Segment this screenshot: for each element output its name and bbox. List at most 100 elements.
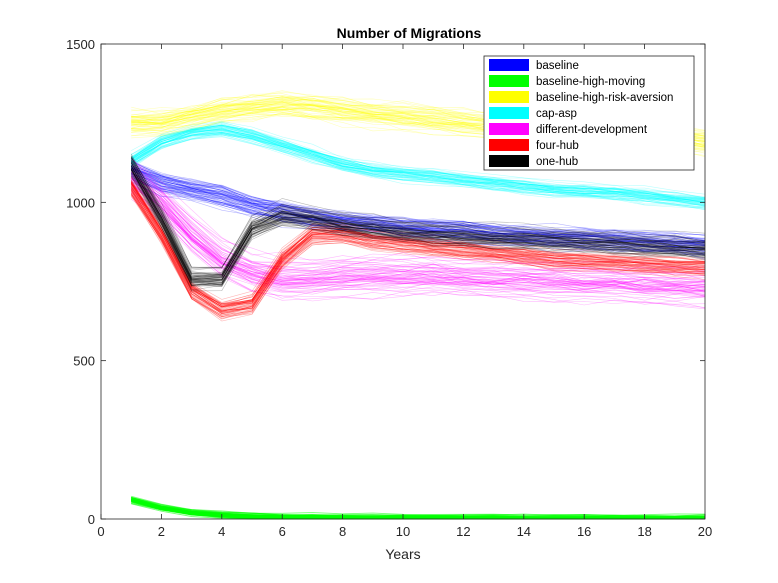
series-line-different-development <box>130 181 706 293</box>
series-line-different-development <box>131 197 706 309</box>
series-line-different-development <box>131 177 706 291</box>
series-line-one-hub <box>130 156 706 274</box>
x-tick-label: 12 <box>456 524 470 539</box>
series-line-four-hub <box>130 191 706 315</box>
series-line-baseline <box>131 167 706 245</box>
series-line-cap-asp <box>131 136 706 210</box>
series-line-cap-asp <box>131 132 706 206</box>
series-line-one-hub <box>130 165 706 283</box>
legend-item-different-development: different-development <box>489 123 648 136</box>
series-line-one-hub <box>130 168 706 283</box>
series-line-different-development <box>131 176 706 288</box>
series-line-baseline <box>131 170 706 245</box>
series-line-four-hub <box>130 194 706 320</box>
legend-swatch <box>489 123 529 135</box>
series-line-baseline <box>131 165 706 242</box>
series-line-four-hub <box>130 183 706 308</box>
series-line-one-hub <box>130 170 706 281</box>
series-line-different-development <box>130 158 706 272</box>
series-line-baseline <box>131 164 706 236</box>
legend-item-one-hub: one-hub <box>489 155 578 168</box>
series-line-four-hub <box>130 193 706 322</box>
series-line-one-hub <box>130 170 706 287</box>
x-tick-label: 4 <box>218 524 225 539</box>
series-line-four-hub <box>130 181 706 306</box>
series-line-four-hub <box>130 180 706 304</box>
series-line-four-hub <box>130 193 706 314</box>
series-line-cap-asp <box>131 125 706 198</box>
series-line-four-hub <box>130 193 706 316</box>
series-line-cap-asp <box>131 129 706 202</box>
series-line-baseline <box>131 162 706 239</box>
y-tick-label: 1500 <box>66 37 95 52</box>
series-line-cap-asp <box>131 128 706 203</box>
series-line-cap-asp <box>131 128 706 203</box>
series-line-cap-asp <box>131 132 706 203</box>
series-line-one-hub <box>130 161 706 275</box>
series-line-different-development <box>131 166 706 281</box>
series-line-one-hub <box>130 157 706 277</box>
legend-label: baseline <box>536 60 579 72</box>
series-line-cap-asp <box>131 125 706 201</box>
series-line-cap-asp <box>131 128 706 202</box>
series-line-one-hub <box>130 170 706 286</box>
series-line-one-hub <box>130 157 706 275</box>
series-line-baseline <box>131 170 705 246</box>
x-tick-label: 14 <box>517 524 531 539</box>
series-line-different-development <box>131 194 706 305</box>
series-line-cap-asp <box>131 132 706 206</box>
series-line-cap-asp <box>131 134 706 206</box>
series-line-baseline <box>131 160 706 241</box>
series-line-different-development <box>131 177 706 289</box>
series-line-cap-asp <box>131 125 706 201</box>
series-line-one-hub <box>130 168 706 287</box>
y-tick-label: 1000 <box>66 195 95 210</box>
series-line-four-hub <box>130 179 706 308</box>
series-line-baseline <box>131 167 706 246</box>
series-line-one-hub <box>130 155 706 271</box>
series-line-one-hub <box>130 172 706 283</box>
series-line-baseline <box>131 170 706 249</box>
series-line-cap-asp <box>131 132 706 206</box>
series-line-one-hub <box>130 162 706 280</box>
y-tick-label: 500 <box>73 354 95 369</box>
series-line-baseline-high-moving <box>131 495 706 516</box>
series-line-cap-asp <box>131 122 706 198</box>
series-line-cap-asp <box>131 123 706 199</box>
legend-swatch <box>489 139 529 151</box>
legend: baseline baseline-high-moving baseline-hig… <box>483 55 695 171</box>
series-line-cap-asp <box>131 127 706 201</box>
series-line-four-hub <box>130 188 706 312</box>
series-line-four-hub <box>130 186 706 308</box>
series-line-different-development <box>130 162 706 274</box>
series-line-cap-asp <box>131 124 706 198</box>
series-line-four-hub <box>130 182 706 305</box>
series-line-different-development <box>131 171 706 283</box>
series-line-four-hub <box>130 185 706 308</box>
series-line-different-development <box>131 175 706 289</box>
series-line-different-development <box>131 188 706 299</box>
series-line-different-development <box>131 172 706 281</box>
series-line-baseline <box>131 173 706 256</box>
series-line-four-hub <box>130 189 706 315</box>
series-line-baseline <box>131 181 706 259</box>
series-line-different-development <box>131 174 706 286</box>
series-line-four-hub <box>130 184 706 307</box>
series-line-one-hub <box>130 165 706 278</box>
series-line-four-hub <box>130 186 706 313</box>
series-line-baseline <box>131 169 706 244</box>
series-line-baseline <box>131 176 706 256</box>
series-line-cap-asp <box>131 131 706 207</box>
series-line-cap-asp <box>131 125 706 200</box>
y-axis-ticks: 0 500 1000 1500 <box>66 37 705 527</box>
legend-swatch <box>489 75 529 87</box>
series-line-four-hub <box>130 176 706 300</box>
x-tick-label: 2 <box>158 524 165 539</box>
series-line-one-hub <box>130 175 706 287</box>
legend-swatch <box>489 155 529 167</box>
series-line-baseline <box>131 168 706 247</box>
series-line-one-hub <box>130 164 706 279</box>
series-line-one-hub <box>130 159 706 276</box>
legend-item-baseline: baseline <box>489 59 579 72</box>
